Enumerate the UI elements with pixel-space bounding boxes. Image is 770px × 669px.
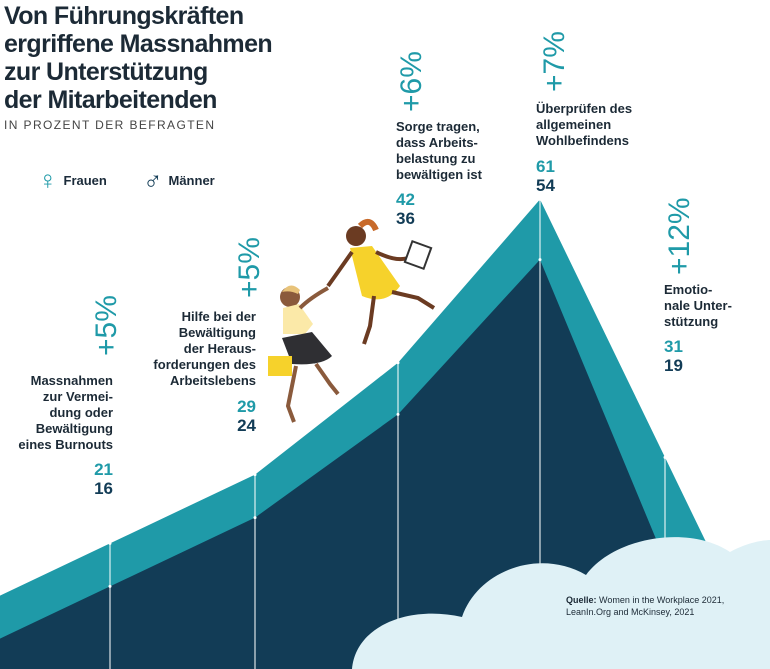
- category-label-1: Massnahmen zur Vermei- dung oder Bewältigu…: [18, 373, 113, 452]
- category-label-4: Überprüfen des allgemeinen Wohlbefindens: [536, 101, 633, 148]
- difference-label-1: +5%: [90, 295, 123, 356]
- point-women-4: [538, 197, 542, 201]
- female-symbol-icon: ♀: [38, 165, 58, 195]
- value-women-4: 61: [536, 157, 555, 176]
- value-women-1: 21: [94, 460, 113, 479]
- source-note: Quelle: Women in the Workplace 2021, Lea…: [566, 595, 725, 617]
- category-label-2: Hilfe bei der Bewältigung der Heraus-ford…: [153, 309, 256, 388]
- legend-women: ♀ Frauen: [38, 165, 107, 195]
- value-pair-1: 21 16: [60, 460, 113, 498]
- value-men-2: 24: [237, 416, 256, 435]
- value-pair-4: 61 54: [536, 157, 555, 195]
- difference-label-4: +7%: [538, 31, 571, 92]
- point-men-4: [538, 258, 542, 262]
- area-men: [0, 259, 760, 669]
- value-pair-5: 31 19: [664, 337, 683, 375]
- climbers-illustration: [268, 218, 436, 423]
- point-women-3: [396, 361, 400, 365]
- value-pair-2: 29 24: [200, 397, 256, 435]
- difference-label-3: +6%: [395, 51, 428, 112]
- male-symbol-icon: ♂: [143, 165, 163, 195]
- value-men-4: 54: [536, 176, 555, 195]
- legend-men: ♂ Männer: [143, 165, 215, 195]
- value-women-2: 29: [237, 397, 256, 416]
- point-women-1: [108, 541, 112, 545]
- point-women-2: [253, 473, 257, 477]
- value-women-3: 42: [396, 190, 415, 209]
- chart-title: Von Führungskräften ergriffene Massnahme…: [4, 2, 273, 114]
- point-women-5: [663, 455, 667, 459]
- point-men-2: [253, 516, 257, 520]
- category-label-3: Sorge tragen, dass Arbeits- belastung zu b…: [396, 119, 482, 182]
- climber-top-icon: [326, 218, 436, 345]
- climber-front-icon: [268, 285, 340, 423]
- value-women-5: 31: [664, 337, 683, 356]
- cloud-decoration: [352, 537, 770, 669]
- difference-label-2: +5%: [233, 237, 266, 298]
- value-men-1: 16: [94, 479, 113, 498]
- difference-label-5: +12%: [663, 197, 696, 275]
- value-men-3: 36: [396, 209, 415, 228]
- point-men-3: [396, 412, 400, 416]
- category-label-5: Emotio-nale Unter- stützung: [664, 282, 732, 329]
- chart-subtitle: IN PROZENT DER BEFRAGTEN: [4, 118, 216, 132]
- value-pair-3: 42 36: [396, 190, 415, 228]
- value-men-5: 19: [664, 356, 683, 375]
- point-men-1: [108, 584, 112, 588]
